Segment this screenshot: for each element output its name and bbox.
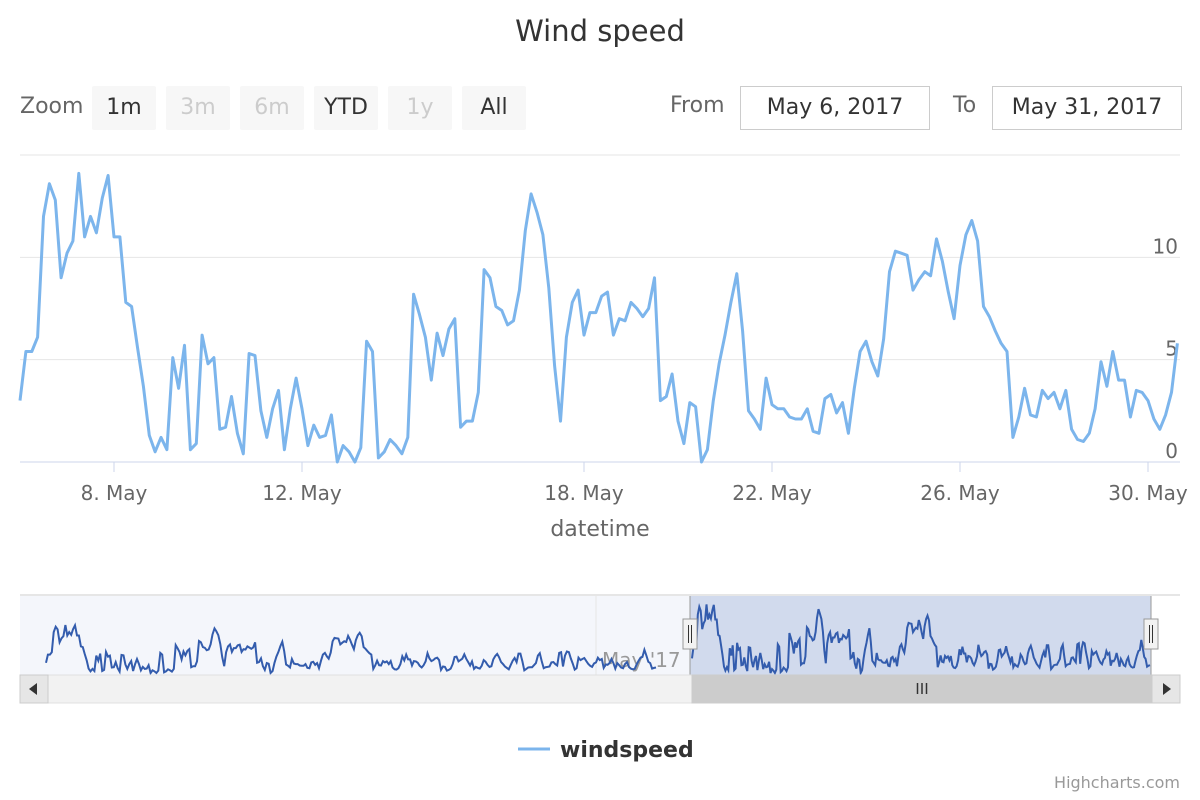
credits-link[interactable]: Highcharts.com [1054, 773, 1180, 792]
zoom-1m-button[interactable]: 1m [92, 86, 156, 130]
chart-title: Wind speed [515, 14, 685, 48]
navigator-left-handle[interactable] [682, 618, 698, 650]
navigator-left-handle-body[interactable] [682, 618, 698, 650]
navigator-right-handle-body[interactable] [1143, 618, 1159, 650]
to-date-input[interactable]: May 31, 2017 [992, 86, 1182, 130]
x-tick-label: 12. May [262, 481, 342, 505]
legend-item-windspeed[interactable]: windspeed [560, 738, 694, 763]
navigator-month-label: May '17 [602, 648, 681, 672]
zoom-1y-button[interactable]: 1y [388, 86, 452, 130]
y-tick-label: 10 [1153, 234, 1178, 258]
series-line-windspeed[interactable] [18, 171, 1179, 464]
x-tick-label: 8. May [81, 481, 148, 505]
from-label: From [670, 93, 725, 118]
arrow-left-icon [29, 683, 37, 695]
legend[interactable]: windspeed [518, 738, 694, 763]
scrollbar[interactable] [19, 674, 1181, 704]
x-axis-ticks: 8. May 12. May 18. May 22. May 26. May 30. Ma… [81, 462, 1188, 505]
zoom-all-button[interactable]: All [462, 86, 526, 130]
to-label: To [953, 93, 977, 118]
x-axis-title: datetime [550, 517, 649, 542]
navigator-right-handle[interactable] [1143, 618, 1159, 650]
x-tick-label: 18. May [544, 481, 624, 505]
x-tick-label: 26. May [920, 481, 1000, 505]
y-tick-label: 0 [1165, 439, 1178, 463]
grid-lines [20, 154, 1180, 463]
from-date-input[interactable]: May 6, 2017 [740, 86, 930, 130]
arrow-right-icon [1163, 683, 1171, 695]
zoom-6m-button[interactable]: 6m [240, 86, 304, 130]
x-tick-label: 30. May [1108, 481, 1188, 505]
navigator[interactable]: May '17 [20, 594, 1180, 677]
navigator-series-line [45, 603, 1151, 677]
navigator-selected-mask[interactable] [690, 596, 1151, 675]
zoom-label: Zoom [20, 94, 84, 119]
x-tick-label: 22. May [732, 481, 812, 505]
zoom-3m-button[interactable]: 3m [166, 86, 230, 130]
zoom-ytd-button[interactable]: YTD [314, 86, 378, 130]
